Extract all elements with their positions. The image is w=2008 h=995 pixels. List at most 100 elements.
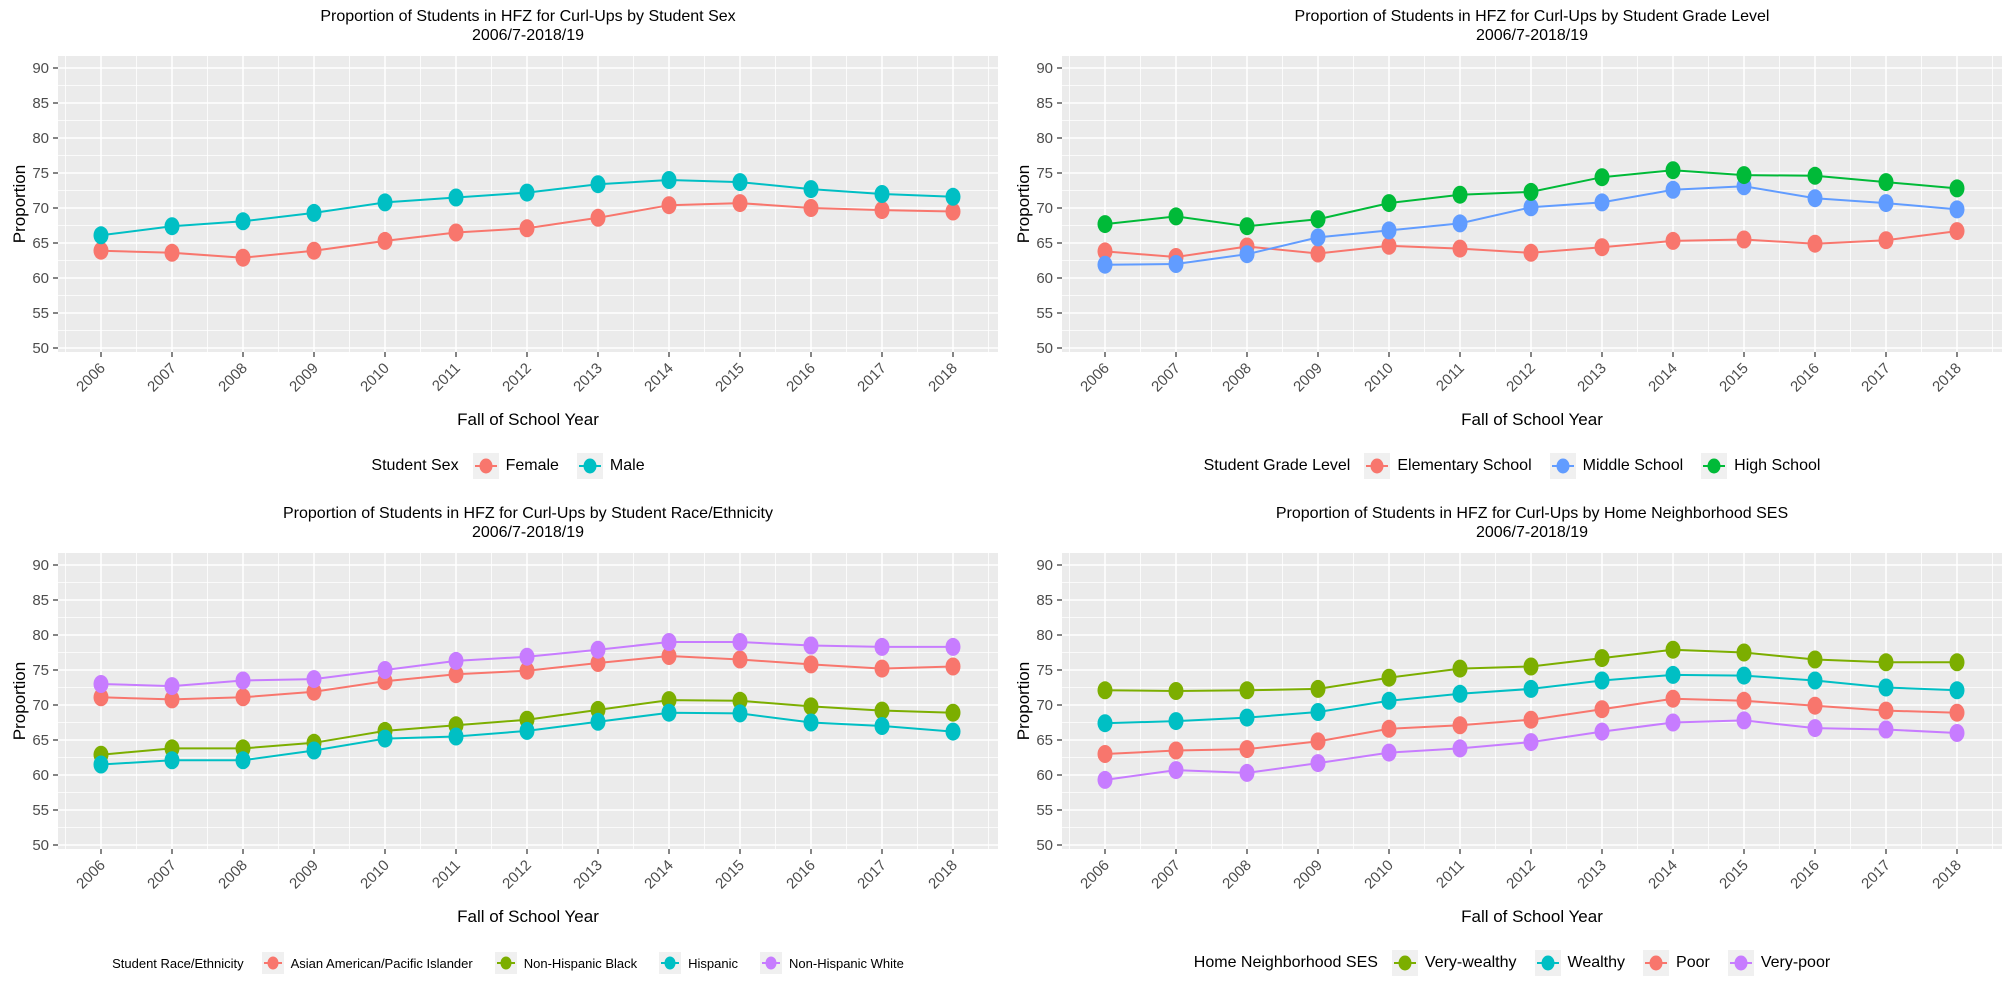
data-point <box>1097 681 1113 700</box>
y-tick-label: 70 <box>32 200 49 217</box>
data-point <box>235 751 251 770</box>
y-tick-label: 65 <box>1036 732 1053 749</box>
data-point <box>1168 207 1184 226</box>
y-tick-label: 85 <box>1036 592 1053 609</box>
data-point <box>1168 255 1184 273</box>
x-tick-label: 2016 <box>783 360 819 396</box>
y-tick-label: 60 <box>1036 767 1053 784</box>
chart-cell-sex: Proportion of Students in HFZ for Curl-U… <box>0 0 1004 497</box>
y-tick-label: 70 <box>32 697 49 714</box>
x-axis-title: Fall of School Year <box>1461 410 1603 429</box>
data-point <box>1239 708 1255 727</box>
data-point <box>164 690 180 709</box>
x-tick-label: 2015 <box>712 360 748 396</box>
y-tick-label: 55 <box>32 305 49 322</box>
data-point <box>519 183 535 202</box>
data-point <box>732 173 748 192</box>
legend-title: Student Sex <box>371 457 459 474</box>
x-tick-label: 2013 <box>1574 857 1610 893</box>
x-tick-label: 2007 <box>144 360 180 396</box>
data-point <box>1381 668 1397 687</box>
legend-key-point <box>1370 458 1384 474</box>
legend-key-point <box>479 458 493 474</box>
data-point <box>945 202 961 221</box>
data-point <box>235 688 251 707</box>
legend-item-asian-american-pacific-islander: Asian American/Pacific Islander <box>261 952 473 974</box>
y-tick-label: 55 <box>1036 802 1053 819</box>
data-point <box>1594 238 1610 257</box>
legend-key-icon <box>261 952 284 974</box>
data-point <box>590 640 606 659</box>
data-point <box>1310 703 1326 721</box>
data-point <box>1239 740 1255 759</box>
data-point <box>306 741 322 760</box>
data-point <box>1949 703 1965 722</box>
x-tick-label: 2017 <box>854 857 890 893</box>
data-point <box>235 671 251 690</box>
legend-item-hispanic: Hispanic <box>659 952 738 974</box>
series-high-school <box>1097 161 1965 236</box>
data-point <box>803 180 819 199</box>
data-point <box>1665 180 1681 199</box>
data-point <box>1168 712 1184 731</box>
data-point <box>661 171 677 189</box>
x-tick-label: 2013 <box>570 360 606 396</box>
data-point <box>164 243 180 262</box>
data-point <box>590 712 606 731</box>
y-tick-label: 65 <box>32 732 49 749</box>
data-point <box>1878 653 1894 672</box>
legend-item-label: Male <box>609 457 645 474</box>
x-tick-label: 2010 <box>357 360 393 396</box>
x-axis-title: Fall of School Year <box>1461 907 1603 926</box>
chart-cell-ses: Proportion of Students in HFZ for Curl-U… <box>1004 497 2008 994</box>
data-point <box>1523 198 1539 217</box>
gridlines-minor <box>58 56 998 352</box>
data-point <box>164 751 180 770</box>
data-point <box>732 691 748 710</box>
chart-title-line1: Proportion of Students in HFZ for Curl-U… <box>1275 505 1789 522</box>
data-point <box>945 703 961 722</box>
axis-ticks <box>1057 564 1958 854</box>
data-point <box>1523 679 1539 698</box>
legend-key-icon <box>1701 453 1728 479</box>
axis-ticks <box>53 67 954 357</box>
data-point <box>1452 185 1468 204</box>
x-tick-label: 2012 <box>499 360 535 396</box>
x-tick-label: 2018 <box>925 857 961 893</box>
data-point <box>1665 231 1681 250</box>
chart-title: Proportion of Students in HFZ for Curl-U… <box>1062 504 2002 542</box>
data-point <box>519 219 535 238</box>
x-tick-label: 2006 <box>73 857 109 893</box>
legend-item-label: Asian American/Pacific Islander <box>290 955 473 971</box>
x-tick-label: 2015 <box>1716 360 1752 396</box>
data-point <box>1878 678 1894 697</box>
data-point <box>448 665 464 684</box>
y-tick-label: 85 <box>1036 95 1053 112</box>
data-point <box>1381 221 1397 240</box>
data-point <box>448 727 464 746</box>
legend-key-icon <box>760 952 783 974</box>
data-point <box>1310 210 1326 229</box>
legend-title: Student Race/Ethnicity <box>112 955 244 971</box>
x-tick-label: 2007 <box>1148 360 1184 396</box>
chart-title-line2: 2006/7-2018/19 <box>471 27 585 44</box>
gridlines-minor <box>58 553 998 849</box>
legend-item-label: Elementary School <box>1397 457 1532 474</box>
chart-cell-grade: Proportion of Students in HFZ for Curl-U… <box>1004 0 2008 497</box>
chart-title: Proportion of Students in HFZ for Curl-U… <box>58 504 998 542</box>
y-tick-label: 70 <box>1036 200 1053 217</box>
data-point <box>377 661 393 679</box>
chart-title-line1: Proportion of Students in HFZ for Curl-U… <box>1294 8 1770 25</box>
y-tick-label: 75 <box>32 165 49 182</box>
data-point <box>1239 245 1255 264</box>
data-point <box>1736 230 1752 249</box>
legend-item-elementary-school: Elementary School <box>1364 453 1532 479</box>
data-point <box>377 193 393 212</box>
data-point <box>590 654 606 672</box>
x-tick-label: 2010 <box>1361 857 1397 893</box>
legend-key-icon <box>1549 453 1576 479</box>
data-point <box>874 637 890 656</box>
x-tick-label: 2015 <box>1716 857 1752 893</box>
data-point <box>1097 242 1113 261</box>
